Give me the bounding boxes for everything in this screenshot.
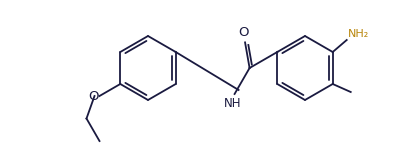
Text: O: O xyxy=(88,90,98,102)
Text: NH₂: NH₂ xyxy=(348,29,369,39)
Text: O: O xyxy=(238,26,248,39)
Text: NH: NH xyxy=(224,97,241,110)
